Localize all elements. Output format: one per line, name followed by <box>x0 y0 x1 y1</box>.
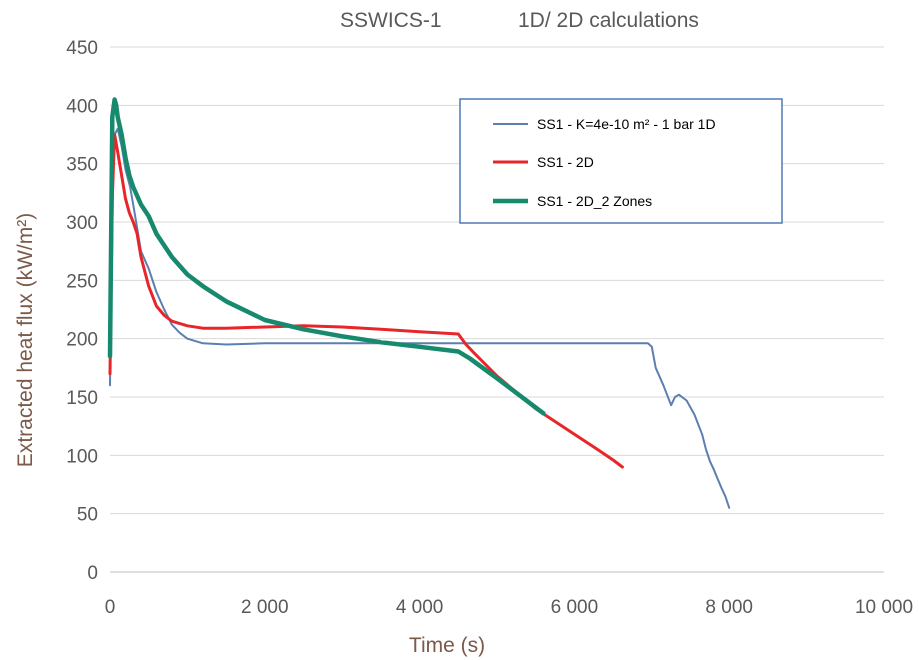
y-axis-title: Extracted heat flux (kW/m²) <box>14 213 37 467</box>
y-tick-label: 300 <box>66 213 98 234</box>
x-tick-labels: 0 2 000 4 000 6 000 8 000 10 000 <box>105 597 913 618</box>
x-tick-label: 4 000 <box>396 597 444 618</box>
y-tick-label: 450 <box>66 38 98 59</box>
chart-title: SSWICS-1 <box>340 9 442 32</box>
x-tick-label: 10 000 <box>855 597 913 618</box>
y-tick-label: 100 <box>66 446 98 467</box>
legend-label-2d-2-zones: SS1 - 2D_2 Zones <box>537 193 652 209</box>
x-tick-label: 2 000 <box>241 597 289 618</box>
series-lines <box>107 97 731 509</box>
y-tick-label: 250 <box>66 271 98 292</box>
x-axis-title: Time (s) <box>409 634 485 657</box>
legend-label-1d: SS1 - K=4e-10 m² - 1 bar 1D <box>537 116 716 132</box>
y-tick-labels: 0 50 100 150 200 250 300 350 400 450 <box>66 38 98 584</box>
y-tick-label: 400 <box>66 96 98 117</box>
x-tick-label: 0 <box>105 597 116 618</box>
chart-subtitle: 1D/ 2D calculations <box>518 9 699 32</box>
y-tick-label: 350 <box>66 155 98 176</box>
y-tick-label: 200 <box>66 330 98 351</box>
legend-label-2d: SS1 - 2D <box>537 154 594 170</box>
x-tick-label: 8 000 <box>705 597 753 618</box>
legend: SS1 - K=4e-10 m² - 1 bar 1D SS1 - 2D SS1… <box>459 98 783 224</box>
series-line-2 <box>107 97 546 416</box>
x-tick-label: 6 000 <box>551 597 599 618</box>
y-tick-label: 50 <box>77 505 98 526</box>
y-tick-label: 150 <box>66 388 98 409</box>
y-tick-label: 0 <box>87 563 98 584</box>
